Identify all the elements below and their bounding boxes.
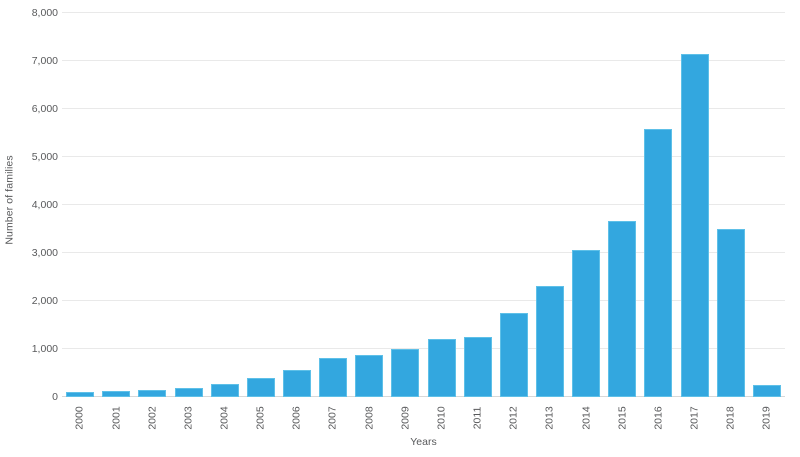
- x-axis-tick-label-text: 2019: [760, 406, 773, 430]
- x-axis-tick-label-text: 2017: [688, 406, 701, 430]
- bar[interactable]: [536, 286, 565, 397]
- x-axis-tick-label-text: 2015: [616, 406, 629, 430]
- x-axis-tick-label-text: 2014: [580, 406, 593, 430]
- x-axis-tick-label-text: 2010: [435, 406, 448, 430]
- bar[interactable]: [680, 53, 709, 397]
- y-axis-tick-label: 4,000: [31, 199, 58, 211]
- y-axis-tick-label: 1,000: [31, 343, 58, 355]
- y-axis-tick-label: 2,000: [31, 295, 58, 307]
- x-axis-tick-label-text: 2016: [652, 406, 665, 430]
- bar[interactable]: [752, 385, 781, 397]
- x-axis-tick-label-text: 2001: [110, 406, 123, 430]
- bar[interactable]: [499, 313, 528, 397]
- x-axis-tick-label-text: 2008: [363, 406, 376, 430]
- x-axis-tick-label-text: 2002: [146, 406, 159, 430]
- bar[interactable]: [174, 387, 203, 397]
- y-axis-tick-labels: 0 1,000 2,000 3,000 4,000 5,000 6,000 7,000 8,00…: [14, 7, 58, 403]
- bar[interactable]: [463, 337, 492, 397]
- x-axis-tick-label-text: 2005: [254, 406, 267, 430]
- x-axis-tick-label-text: 2006: [290, 406, 303, 430]
- bar[interactable]: [102, 391, 131, 397]
- bar-series: [62, 13, 785, 397]
- x-axis-tick-label-text: 2007: [327, 406, 340, 430]
- bar[interactable]: [644, 128, 673, 397]
- x-axis-tick-label-text: 2004: [218, 406, 231, 430]
- x-axis-tick-label-text: 2012: [507, 406, 520, 430]
- y-axis-tick-label: 0: [52, 391, 58, 403]
- bar[interactable]: [572, 250, 601, 397]
- bar[interactable]: [210, 384, 239, 397]
- x-axis-tick-label-text: 2009: [399, 406, 412, 430]
- bar[interactable]: [608, 220, 637, 397]
- plot-area: [62, 12, 785, 397]
- y-axis-tick-label: 8,000: [31, 7, 58, 19]
- x-axis-tick-label-text: 2000: [74, 406, 87, 430]
- x-axis-title: Years: [410, 436, 437, 448]
- bar[interactable]: [66, 392, 95, 397]
- bar[interactable]: [427, 338, 456, 397]
- x-axis-tick-label-text: 2018: [724, 406, 737, 430]
- bar[interactable]: [355, 354, 384, 397]
- y-axis-tick-label: 5,000: [31, 151, 58, 163]
- bar[interactable]: [391, 349, 420, 397]
- x-axis-tick-label-text: 2011: [471, 406, 484, 430]
- bar[interactable]: [282, 370, 311, 397]
- bar[interactable]: [319, 358, 348, 397]
- y-axis-tick-label: 6,000: [31, 103, 58, 115]
- x-axis-tick-label-text: 2003: [182, 406, 195, 430]
- bar[interactable]: [716, 229, 745, 397]
- y-axis-tick-label: 7,000: [31, 55, 58, 67]
- x-axis-tick-labels: 2000 2001 2002 2003 2004 2005 2006 2007 2008 2009…: [62, 397, 785, 439]
- y-axis-tick-label: 3,000: [31, 247, 58, 259]
- x-axis-tick-label-text: 2013: [544, 406, 557, 430]
- bar[interactable]: [246, 377, 275, 397]
- bar[interactable]: [138, 390, 167, 397]
